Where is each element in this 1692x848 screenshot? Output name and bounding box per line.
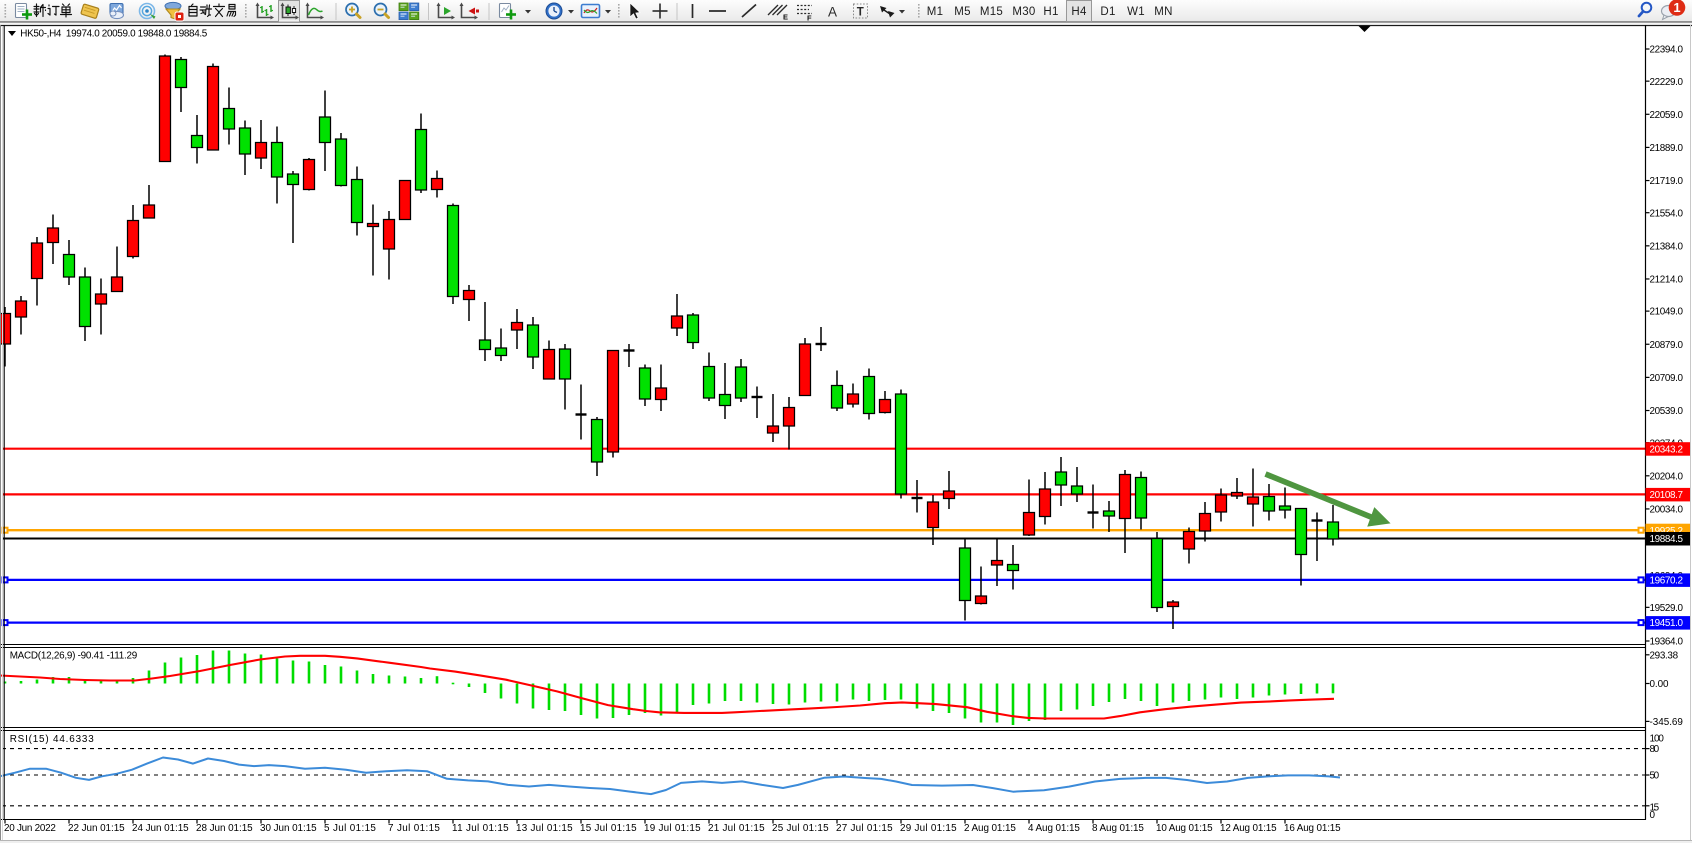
svg-text:21214.0: 21214.0 bbox=[1650, 275, 1684, 286]
svg-text:80: 80 bbox=[1650, 744, 1660, 755]
svg-text:T: T bbox=[857, 7, 864, 19]
svg-text:22229.0: 22229.0 bbox=[1650, 77, 1684, 88]
svg-text:24 Jun 01:15: 24 Jun 01:15 bbox=[132, 823, 189, 834]
svg-text:21554.0: 21554.0 bbox=[1650, 208, 1684, 219]
svg-text:22059.0: 22059.0 bbox=[1650, 110, 1684, 121]
svg-text:0: 0 bbox=[1650, 810, 1656, 821]
svg-text:21889.0: 21889.0 bbox=[1650, 143, 1684, 154]
svg-text:A: A bbox=[828, 5, 837, 20]
svg-text:D1: D1 bbox=[1100, 6, 1115, 18]
svg-text:19925.2: 19925.2 bbox=[1650, 526, 1684, 537]
svg-text:20034.0: 20034.0 bbox=[1650, 505, 1684, 516]
svg-text:-345.69: -345.69 bbox=[1650, 717, 1684, 728]
svg-text:27 Jul 01:15: 27 Jul 01:15 bbox=[836, 823, 893, 834]
svg-text:16 Aug 01:15: 16 Aug 01:15 bbox=[1284, 823, 1341, 834]
svg-text:4 Aug 01:15: 4 Aug 01:15 bbox=[1028, 823, 1080, 834]
svg-text:19884.5: 19884.5 bbox=[1650, 534, 1684, 545]
svg-text:M5: M5 bbox=[954, 6, 971, 18]
svg-text:13 Jul 01:15: 13 Jul 01:15 bbox=[516, 823, 573, 834]
svg-text:19451.0: 19451.0 bbox=[1650, 618, 1684, 629]
svg-text:19364.0: 19364.0 bbox=[1650, 637, 1684, 648]
svg-text:15: 15 bbox=[1650, 803, 1660, 814]
svg-text:20343.2: 20343.2 bbox=[1650, 444, 1684, 455]
svg-text:12 Aug 01:15: 12 Aug 01:15 bbox=[1220, 823, 1277, 834]
svg-text:28 Jun 01:15: 28 Jun 01:15 bbox=[196, 823, 253, 834]
svg-text:21049.0: 21049.0 bbox=[1650, 307, 1684, 318]
svg-text:2 Aug 01:15: 2 Aug 01:15 bbox=[964, 823, 1016, 834]
svg-text:19 Jul 01:15: 19 Jul 01:15 bbox=[644, 823, 701, 834]
svg-text:H4: H4 bbox=[1071, 6, 1087, 18]
svg-text:5 Jul 01:15: 5 Jul 01:15 bbox=[324, 823, 376, 834]
svg-text:100: 100 bbox=[1650, 734, 1665, 745]
svg-text:M1: M1 bbox=[927, 6, 944, 18]
svg-text:30 Jun 01:15: 30 Jun 01:15 bbox=[260, 823, 317, 834]
svg-text:MACD(12,26,9) -90.41 -111.29: MACD(12,26,9) -90.41 -111.29 bbox=[10, 650, 138, 661]
svg-text:15 Jul 01:15: 15 Jul 01:15 bbox=[580, 823, 637, 834]
svg-text:MN: MN bbox=[1154, 6, 1173, 18]
svg-text:11 Jul 01:15: 11 Jul 01:15 bbox=[452, 823, 509, 834]
svg-text:20204.0: 20204.0 bbox=[1650, 471, 1684, 482]
svg-text:293.38: 293.38 bbox=[1650, 650, 1679, 661]
svg-text:E: E bbox=[783, 13, 788, 22]
svg-text:M15: M15 bbox=[980, 6, 1003, 18]
svg-text:20108.7: 20108.7 bbox=[1650, 490, 1684, 501]
svg-text:19670.2: 19670.2 bbox=[1650, 576, 1684, 587]
svg-text:20709.0: 20709.0 bbox=[1650, 373, 1684, 384]
svg-text:RSI(15) 44.6333: RSI(15) 44.6333 bbox=[10, 734, 95, 745]
svg-text:21384.0: 21384.0 bbox=[1650, 241, 1684, 252]
svg-text:F: F bbox=[807, 14, 812, 23]
svg-text:25 Jul 01:15: 25 Jul 01:15 bbox=[772, 823, 829, 834]
svg-text:1: 1 bbox=[1673, 0, 1680, 15]
svg-text:20539.0: 20539.0 bbox=[1650, 406, 1684, 417]
svg-text:20 Jun 2022: 20 Jun 2022 bbox=[4, 823, 56, 834]
svg-text:H1: H1 bbox=[1043, 6, 1058, 18]
svg-text:0.00: 0.00 bbox=[1650, 679, 1670, 690]
svg-text:8 Aug 01:15: 8 Aug 01:15 bbox=[1092, 823, 1144, 834]
svg-text:22 Jun 01:15: 22 Jun 01:15 bbox=[68, 823, 125, 834]
svg-text:HK50-,H4 19974.0 20059.0 1984: HK50-,H4 19974.0 20059.0 19848.0 19884.5 bbox=[20, 29, 208, 40]
svg-text:19529.0: 19529.0 bbox=[1650, 603, 1684, 614]
svg-text:20879.0: 20879.0 bbox=[1650, 340, 1684, 351]
svg-text:21719.0: 21719.0 bbox=[1650, 176, 1684, 187]
svg-text:21 Jul 01:15: 21 Jul 01:15 bbox=[708, 823, 765, 834]
svg-text:W1: W1 bbox=[1127, 6, 1145, 18]
svg-text:22394.0: 22394.0 bbox=[1650, 45, 1684, 56]
svg-text:29 Jul 01:15: 29 Jul 01:15 bbox=[900, 823, 957, 834]
svg-text:10 Aug 01:15: 10 Aug 01:15 bbox=[1156, 823, 1213, 834]
svg-text:M30: M30 bbox=[1012, 6, 1035, 18]
svg-text:50: 50 bbox=[1650, 770, 1660, 781]
svg-text:7 Jul 01:15: 7 Jul 01:15 bbox=[388, 823, 440, 834]
